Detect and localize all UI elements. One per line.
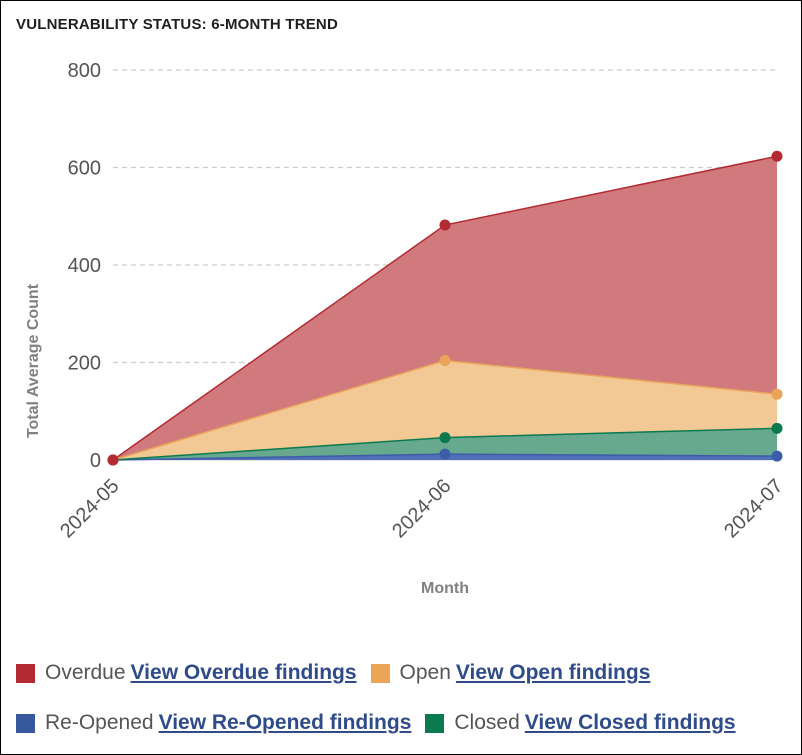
point-re-opened-2024-07[interactable] [771,450,783,462]
point-open-2024-06[interactable] [439,355,451,367]
area-open [113,360,777,460]
legend-label-closed: Closed [454,711,520,734]
legend-item-open: Open View Open findings [370,661,651,685]
point-re-opened-2024-06[interactable] [439,448,451,460]
point-overdue-2024-05[interactable] [107,454,119,466]
x-axis-label: Month [421,580,469,597]
y-tick-label: 0 [90,450,101,472]
y-tick-label: 400 [68,255,101,277]
view-reopened-findings-link[interactable]: View Re-Opened findings [158,711,412,734]
y-tick-label: 800 [68,60,101,82]
legend-label-overdue: Overdue [45,661,126,684]
area-closed [113,428,777,460]
legend-row-2: Re-Opened View Re-Opened findings Closed… [16,711,750,735]
point-overdue-2024-06[interactable] [439,219,451,231]
point-closed-2024-06[interactable] [439,432,451,444]
area-chart: 0 200 400 600 800 2024-05 2024-06 2024-07 Tota… [25,60,788,597]
legend-swatch-reopened [16,713,35,733]
y-tick-label: 200 [68,353,101,375]
legend-label-reopened: Re-Opened [45,711,154,734]
legend-item-overdue: Overdue View Overdue findings [16,661,357,685]
point-overdue-2024-07[interactable] [771,150,783,162]
view-open-findings-link[interactable]: View Open findings [455,661,651,684]
legend-swatch-open [370,663,390,683]
point-open-2024-07[interactable] [771,388,783,400]
legend-label-open: Open [399,661,451,684]
view-closed-findings-link[interactable]: View Closed findings [524,711,736,734]
x-tick-label: 2024-05 [56,475,123,542]
view-overdue-findings-link[interactable]: View Overdue findings [130,661,357,684]
point-closed-2024-07[interactable] [771,422,783,434]
legend-item-reopened: Re-Opened View Re-Opened findings [16,711,411,735]
legend-swatch-closed [425,713,445,733]
y-axis-label: Total Average Count [25,283,42,438]
chart-title: VULNERABILITY STATUS: 6-MONTH TREND [16,16,338,33]
legend-swatch-overdue [16,663,35,683]
legend-row-1: Overdue View Overdue findings Open View … [16,661,664,685]
x-tick-label: 2024-07 [720,475,787,542]
area-overdue [113,156,777,460]
x-tick-label: 2024-06 [388,475,455,542]
y-tick-label: 600 [68,158,101,180]
legend-item-closed: Closed View Closed findings [425,711,736,735]
